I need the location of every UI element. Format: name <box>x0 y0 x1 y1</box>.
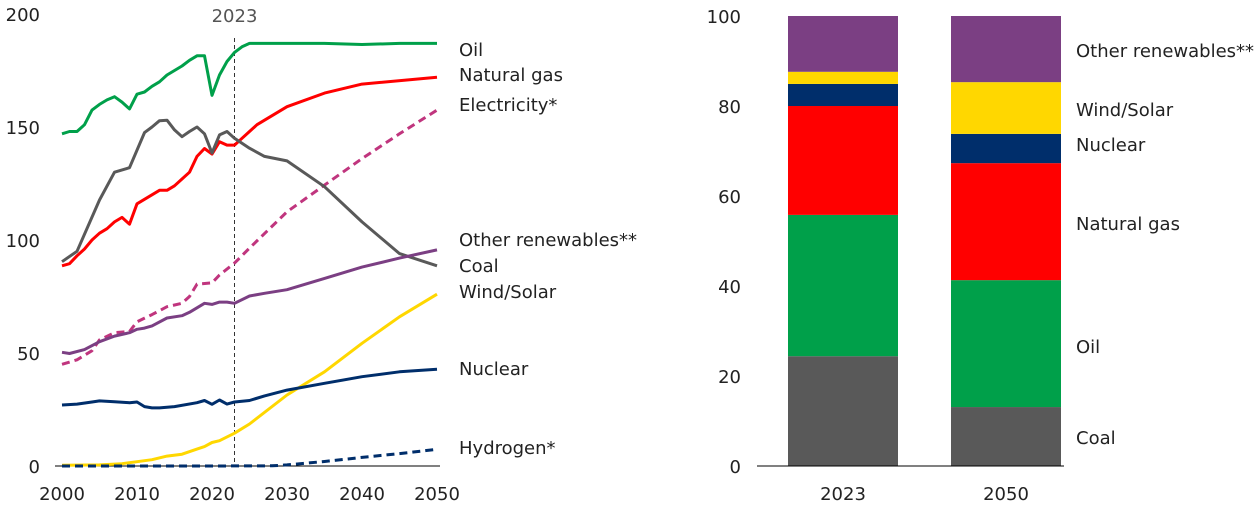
y-tick-label: 60 <box>718 187 741 208</box>
bar-segment-other-renewables-2050 <box>951 16 1061 83</box>
bar-segment-coal-2050 <box>951 407 1061 466</box>
series-line-coal <box>61 118 438 268</box>
y-tick-label: 100 <box>707 7 741 28</box>
bar-segment-wind-solar-2023 <box>788 71 898 84</box>
y-tick-label: 40 <box>718 277 741 298</box>
stacked-bar-chart: 0 20 40 60 80 100 2023 2050 Coal Oil Natural gas Nu… <box>707 7 1254 505</box>
bar-segment-nuclear-2023 <box>788 83 898 106</box>
bar-segment-nuclear-2050 <box>951 133 1061 164</box>
bar-segment-wind-solar-2050 <box>951 82 1061 134</box>
bar-segment-oil-2050 <box>951 280 1061 408</box>
series-label: Other renewables** <box>459 230 637 251</box>
series-label: Oil <box>1076 337 1100 358</box>
y-tick-label: 20 <box>718 367 741 388</box>
y-tick-label: 0 <box>730 457 741 478</box>
annotation-2023-label: 2023 <box>212 6 258 27</box>
series-label: Oil <box>459 40 483 61</box>
bar-segment-other-renewables-2023 <box>788 16 898 72</box>
bar-segment-oil-2023 <box>788 214 898 357</box>
series-line-nuclear <box>61 367 438 410</box>
x-tick-label: 2020 <box>189 484 235 505</box>
series-line-electricity <box>61 108 438 366</box>
series-line-other-renewables <box>61 248 438 355</box>
x-tick-label: 2010 <box>114 484 160 505</box>
series-line-wind-solar <box>61 292 438 467</box>
series-label: Coal <box>459 256 499 277</box>
x-tick-label: 2050 <box>983 484 1029 505</box>
series-label: Wind/Solar <box>1076 100 1174 121</box>
series-label: Coal <box>1076 428 1116 449</box>
y-tick-label: 150 <box>6 118 40 139</box>
series-label: Nuclear <box>459 359 529 380</box>
series-label: Wind/Solar <box>459 282 557 303</box>
line-chart: 0 50 100 150 200 2000 2010 2020 2030 2040 2050 2023… <box>6 5 637 505</box>
series-label: Other renewables** <box>1076 41 1254 62</box>
x-tick-label: 2030 <box>264 484 310 505</box>
y-tick-label: 0 <box>29 457 40 478</box>
x-tick-label: 2000 <box>39 484 85 505</box>
x-tick-label: 2040 <box>339 484 385 505</box>
series-label: Nuclear <box>1076 135 1146 156</box>
bar-segment-natural-gas-2050 <box>951 163 1061 281</box>
series-line-natural-gas <box>61 75 438 268</box>
series-label: Hydrogen* <box>459 438 556 459</box>
series-label: Natural gas <box>1076 214 1180 235</box>
x-tick-label: 2050 <box>414 484 460 505</box>
y-tick-label: 200 <box>6 5 40 26</box>
y-tick-label: 50 <box>17 344 40 365</box>
series-line-oil <box>61 41 437 136</box>
x-tick-label: 2023 <box>820 484 866 505</box>
series-label: Electricity* <box>459 95 557 116</box>
series-label: Natural gas <box>459 65 563 86</box>
bar-segment-coal-2023 <box>788 356 898 466</box>
bar-segment-natural-gas-2023 <box>788 106 898 215</box>
y-tick-label: 80 <box>718 97 741 118</box>
y-tick-label: 100 <box>6 231 40 252</box>
series-line-hydrogen <box>62 447 438 468</box>
